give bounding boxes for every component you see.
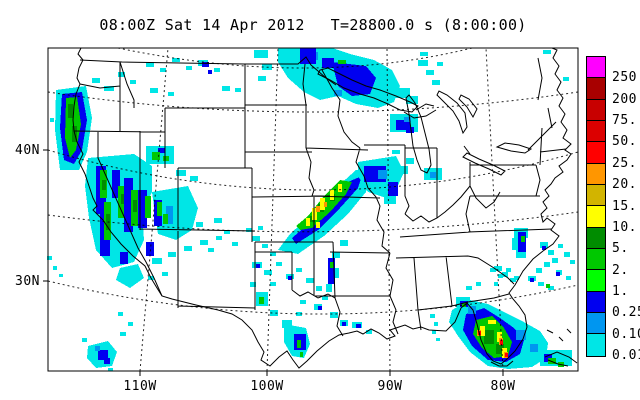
gridline-110w xyxy=(139,47,169,372)
colorbar-segment xyxy=(587,334,605,356)
colorbar-segment xyxy=(587,206,605,228)
colorbar-label: 15. xyxy=(612,198,637,214)
precip-great-basin xyxy=(85,154,238,288)
lat-label-30n: 30N xyxy=(15,274,40,289)
colorbar-segment xyxy=(587,227,605,250)
colorbar-segment xyxy=(587,291,605,314)
colorbar-segment xyxy=(587,270,605,292)
precip-northeast-specks xyxy=(543,50,569,81)
precip-baja xyxy=(82,312,133,371)
colorbar-label: 75. xyxy=(612,113,637,129)
lon-label-110w: 110W xyxy=(123,379,157,394)
colorbar-label: 200. xyxy=(612,91,640,107)
colorbar-label: 10. xyxy=(612,219,637,235)
gridline-50n xyxy=(117,47,473,69)
colorbar-segment xyxy=(587,142,605,164)
colorbar-label: 25. xyxy=(612,155,637,171)
precip-northern-plains xyxy=(254,48,443,133)
colorbar-label: 5. xyxy=(612,241,629,257)
colorbar xyxy=(586,56,606,357)
precip-northwest-specks xyxy=(92,58,241,181)
colorbar-label: 0.01 xyxy=(612,348,640,363)
colorbar-segment xyxy=(587,163,605,186)
gridline-90w xyxy=(386,47,391,372)
precip-florida-storm xyxy=(430,268,572,369)
plot-title-model-time: T=28800.0 s (8:00:00) xyxy=(330,16,527,34)
canada-border xyxy=(79,56,557,155)
lon-label-90w: 90W xyxy=(377,379,403,394)
precip-texas xyxy=(250,262,372,358)
colorbar-label: 0.10 xyxy=(612,326,640,342)
map-outlines xyxy=(43,47,579,376)
gridline-35n xyxy=(47,211,579,233)
map-frame xyxy=(47,47,579,372)
gridline-30n xyxy=(47,280,579,315)
plot-title-timestamp: 08:00Z Sat 14 Apr 2012 xyxy=(99,16,305,34)
gridline-100w xyxy=(266,47,279,372)
colorbar-segment xyxy=(587,121,605,143)
colorbar-label: 2. xyxy=(612,262,629,278)
gridline-80w xyxy=(485,47,504,372)
colorbar-label: 20. xyxy=(612,177,637,193)
colorbar-segment xyxy=(587,313,605,335)
lon-label-100w: 100W xyxy=(250,379,284,394)
colorbar-label: 1. xyxy=(612,283,629,299)
colorbar-label: 0.25 xyxy=(612,305,640,321)
precip-atlantic-cells xyxy=(494,228,575,290)
state-borders xyxy=(73,61,578,367)
colorbar-label: 50. xyxy=(612,134,637,150)
colorbar-segment xyxy=(587,185,605,207)
great-lakes xyxy=(317,67,533,176)
plot-title: 08:00Z Sat 14 Apr 2012 T=28800.0 s (8:00:… xyxy=(48,16,578,34)
lon-label-80w: 80W xyxy=(490,379,516,394)
colorbar-segment xyxy=(587,99,605,122)
colorbar-segment xyxy=(587,78,605,100)
colorbar-segment xyxy=(587,57,605,79)
axis-ticks xyxy=(43,149,504,376)
lat-label-40n: 40N xyxy=(15,143,40,158)
colorbar-segment xyxy=(587,249,605,271)
colorbar-label: 250. xyxy=(612,70,640,86)
precip-central-storm xyxy=(246,150,442,292)
precip-layer xyxy=(47,48,575,371)
